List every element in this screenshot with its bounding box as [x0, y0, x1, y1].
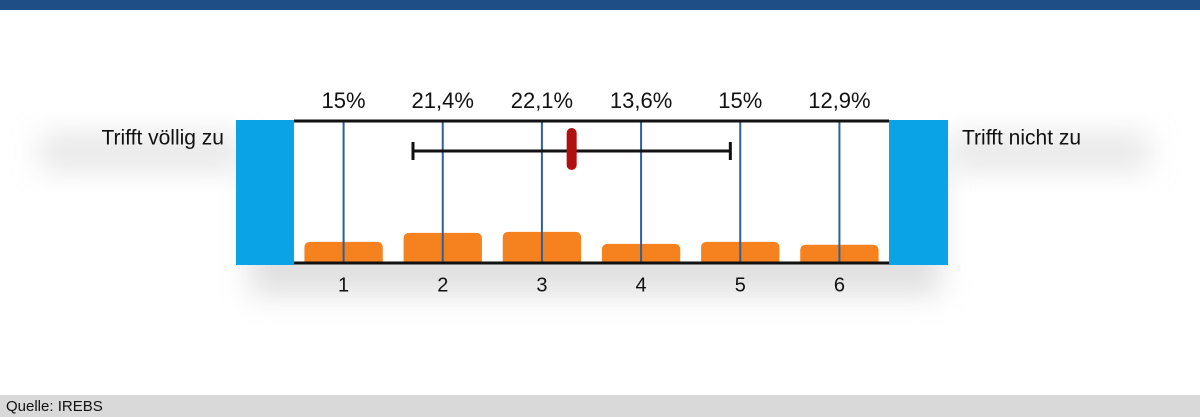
value-label: 22,1%	[511, 88, 573, 113]
x-tick-label: 2	[437, 274, 448, 296]
plot-area	[294, 121, 889, 263]
shadow	[950, 132, 1150, 172]
footer-bar	[0, 395, 1200, 417]
value-label: 13,6%	[610, 88, 672, 113]
value-label: 15%	[718, 88, 762, 113]
x-tick-label: 5	[735, 274, 746, 296]
marks: 15% 1 21,4% 2 22,1% 3 13,6% 4 15% 5 12,9% 6	[294, 88, 889, 296]
right-block	[889, 120, 948, 265]
x-tick-label: 1	[338, 274, 349, 296]
x-tick-label: 3	[536, 274, 547, 296]
value-label: 12,9%	[808, 88, 870, 113]
x-tick-label: 4	[636, 274, 647, 296]
value-label: 15%	[322, 88, 366, 113]
source: Quelle: IREBS	[6, 398, 103, 415]
value-label: 21,4%	[412, 88, 474, 113]
left-label: Trifft völlig zu	[101, 127, 224, 150]
right-label: Trifft nicht zu	[962, 127, 1081, 150]
x-tick-label: 6	[834, 274, 845, 296]
left-block	[236, 120, 294, 265]
shadow	[40, 132, 240, 172]
header-bar	[0, 0, 1200, 10]
mean-marker	[566, 128, 577, 170]
